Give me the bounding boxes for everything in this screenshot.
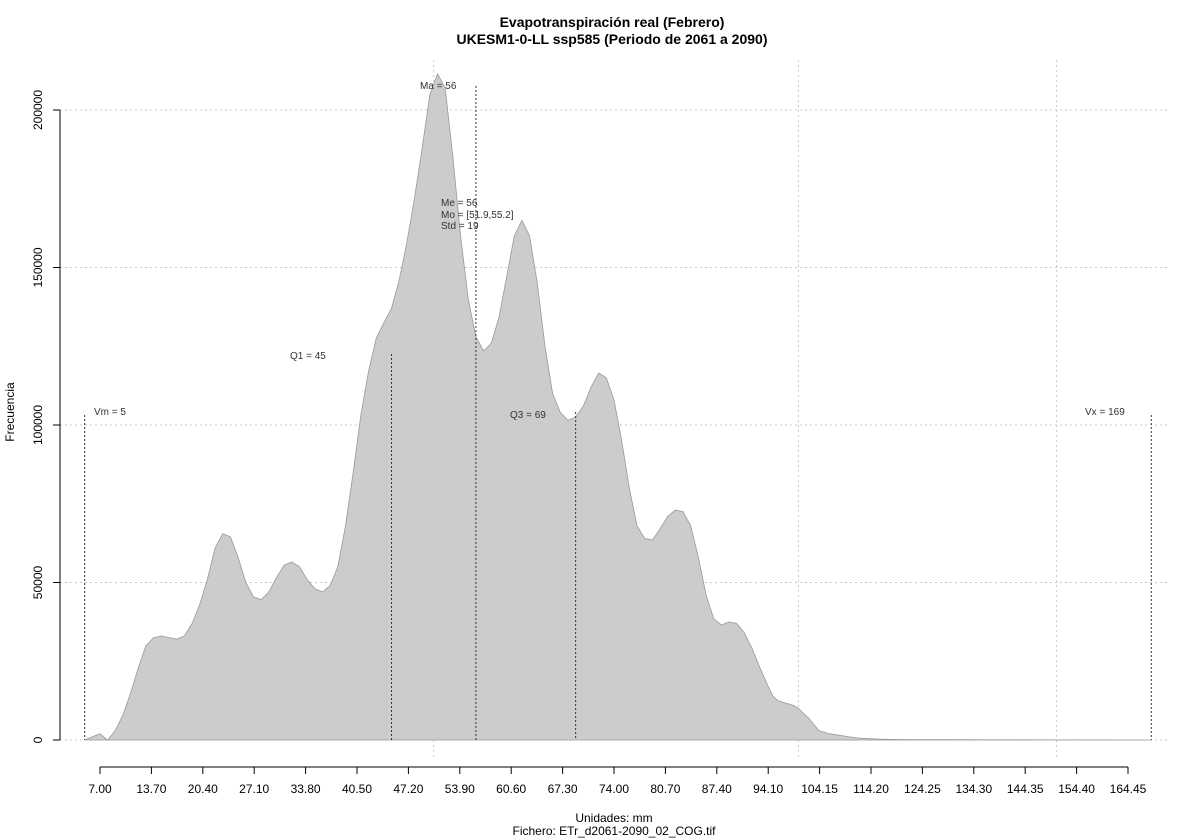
x-tick-label-7: 53.90 [445, 782, 475, 796]
q1-label: Q1 = 45 [290, 351, 326, 362]
x-tick-label-0: 7.00 [88, 782, 112, 796]
x-tick-label-9: 67.30 [548, 782, 578, 796]
y-tick-label-3: 150000 [31, 247, 45, 287]
chart-title: Evapotranspiración real (Febrero) [500, 14, 725, 30]
x-axis-label: Unidades: mm [575, 811, 652, 825]
x-tick-label-15: 114.20 [853, 782, 889, 796]
x-tick-label-1: 13.70 [136, 782, 166, 796]
y-tick-label-0: 0 [31, 736, 45, 743]
y-tick-label-4: 200000 [31, 90, 45, 130]
x-tick-label-12: 87.40 [702, 782, 732, 796]
y-axis-ticks: 0 50000 100000 150000 200000 [31, 90, 60, 743]
file-footer: Fichero: ETr_d2061-2090_02_COG.tif [513, 824, 717, 838]
std-label: Std = 19 [441, 221, 479, 232]
stat-lines [84, 86, 1152, 740]
x-tick-label-13: 94.10 [753, 782, 783, 796]
x-axis-ticks: 7.00 13.70 20.40 27.10 33.80 40.50 47.20 53.90 6… [88, 767, 1147, 796]
x-tick-label-18: 144.35 [1007, 782, 1044, 796]
vx-label: Vx = 169 [1085, 407, 1125, 418]
x-tick-label-8: 60.60 [496, 782, 526, 796]
y-tick-label-1: 50000 [31, 565, 45, 599]
x-tick-label-14: 104.15 [801, 782, 838, 796]
x-tick-label-2: 20.40 [188, 782, 218, 796]
chart-subtitle: UKESM1-0-LL ssp585 (Periodo de 2061 a 20… [457, 31, 768, 47]
x-tick-label-3: 27.10 [239, 782, 269, 796]
me-label: Me = 56 [441, 198, 478, 209]
x-tick-label-16: 124.25 [904, 782, 941, 796]
ma-label: Ma = 56 [420, 81, 457, 92]
mo-label: Mo = [51.9,55.2] [441, 210, 514, 221]
x-tick-label-6: 47.20 [393, 782, 423, 796]
x-tick-label-11: 80.70 [650, 782, 680, 796]
x-tick-label-20: 164.45 [1110, 782, 1147, 796]
frequency-area [84, 72, 1152, 741]
x-tick-label-10: 74.00 [599, 782, 629, 796]
x-tick-label-19: 154.40 [1058, 782, 1095, 796]
x-tick-label-4: 33.80 [291, 782, 321, 796]
x-tick-label-17: 134.30 [955, 782, 992, 796]
vm-label: Vm = 5 [94, 407, 126, 418]
y-tick-label-2: 100000 [31, 405, 45, 445]
q3-label: Q3 = 69 [510, 410, 546, 421]
y-axis-label: Frecuencia [3, 382, 17, 442]
x-tick-label-5: 40.50 [342, 782, 372, 796]
